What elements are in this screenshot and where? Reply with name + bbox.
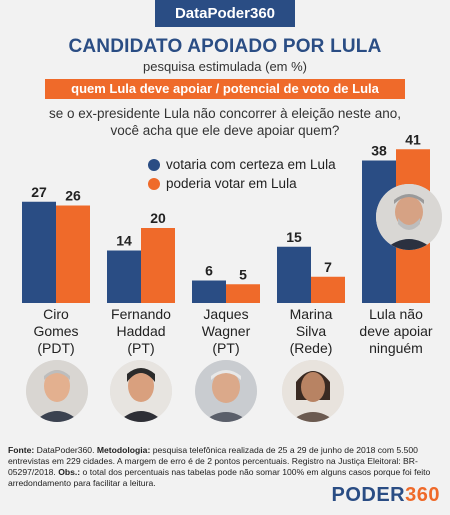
category-label-1: Ciro Gomes (PDT): [11, 306, 101, 357]
source-label: Fonte:: [8, 445, 35, 455]
logo-part-1: PODER: [331, 484, 406, 506]
bar-1-3: [192, 280, 226, 303]
category-label-5: Lula não deve apoiar ninguém: [351, 306, 441, 357]
category-label-4: Marina Silva (Rede): [266, 306, 356, 357]
value-label-2-1: 26: [65, 188, 81, 204]
category-label-3: Jaques Wagner (PT): [181, 306, 271, 357]
value-label-2-5: 41: [405, 131, 421, 147]
obs-label: Obs.:: [58, 467, 81, 477]
photo-ciro-gomes: [26, 360, 88, 422]
obs-text: o total dos percentuais nas tabelas pode…: [8, 467, 431, 488]
category-label-2-line-1: Fernando: [111, 306, 171, 322]
legend-label-series1: votaria com certeza em Lula: [166, 157, 336, 172]
photo-lula: [376, 184, 442, 250]
category-label-1-line-1: Ciro: [43, 306, 69, 322]
bar-2-1: [56, 205, 90, 303]
poder360-logo: PODER360: [332, 484, 441, 507]
category-label-4-line-3: (Rede): [289, 340, 333, 356]
category-label-1-line-3: (PDT): [37, 340, 75, 356]
value-label-1-3: 6: [205, 263, 213, 279]
value-label-2-3: 5: [239, 266, 247, 282]
method-label: Metodologia:: [96, 445, 151, 455]
bar-1-4: [277, 246, 311, 303]
category-label-1-line-2: Gomes: [33, 323, 79, 339]
chart-subtitle: pesquisa estimulada (em %): [142, 59, 308, 74]
category-label-5-line-1: Lula não: [369, 306, 423, 322]
method-text: pesquisa telefônica realizada de 25 a 29…: [8, 445, 418, 477]
portrait-icon: [26, 360, 88, 422]
category-label-3-line-3: (PT): [212, 340, 240, 356]
footnote: Fonte: DataPoder360. Metodologia: pesqui…: [8, 445, 440, 489]
bar-1-2: [107, 250, 141, 303]
bar-1-1: [22, 201, 56, 303]
chart-title: CANDIDATO APOIADO POR LULA: [68, 36, 382, 57]
category-label-4-line-1: Marina: [289, 306, 333, 322]
legend-swatch-series2: [148, 177, 160, 190]
legend-item-series2: poderia votar em Lula: [148, 174, 336, 193]
category-label-2: Fernando Haddad (PT): [96, 306, 186, 357]
bar-2-2: [141, 228, 175, 303]
value-label-1-1: 27: [31, 184, 47, 200]
bar-2-3: [226, 284, 260, 303]
photo-fernando-haddad: [110, 360, 172, 422]
legend-swatch-series1: [148, 158, 160, 171]
brand-tab: DataPoder360: [155, 0, 295, 27]
legend-label-series2: poderia votar em Lula: [166, 176, 297, 191]
portrait-icon: [376, 184, 442, 250]
category-label-3-line-2: Wagner: [201, 323, 251, 339]
category-label-4-line-2: Silva: [295, 323, 327, 339]
source-text: DataPoder360.: [36, 445, 95, 455]
value-label-1-4: 15: [286, 229, 302, 245]
value-label-2-4: 7: [324, 259, 332, 275]
category-label-3-line-1: Jaques: [203, 306, 249, 322]
category-label-2-line-2: Haddad: [116, 323, 166, 339]
portrait-icon: [110, 360, 172, 422]
question-line-2: você acha que ele deve apoiar quem?: [110, 123, 340, 138]
category-label-2-line-3: (PT): [127, 340, 155, 356]
portrait-icon: [282, 360, 344, 422]
bar-2-4: [311, 276, 345, 303]
legend: votaria com certeza em Lula poderia vota…: [148, 155, 336, 193]
category-label-5-line-3: ninguém: [369, 340, 423, 356]
question-line-1: se o ex-presidente Lula não concorrer à …: [49, 106, 401, 121]
photo-jaques-wagner: [195, 360, 257, 422]
value-label-2-2: 20: [150, 210, 166, 226]
category-label-5-line-2: deve apoiar: [359, 323, 433, 339]
value-label-1-2: 14: [116, 233, 132, 249]
survey-question: se o ex-presidente Lula não concorrer à …: [0, 105, 450, 139]
value-label-1-5: 38: [371, 143, 387, 159]
logo-part-2: 360: [405, 484, 440, 506]
legend-item-series1: votaria com certeza em Lula: [148, 155, 336, 174]
photo-marina-silva: [282, 360, 344, 422]
portrait-icon: [195, 360, 257, 422]
section-banner: quem Lula deve apoiar / potencial de vot…: [45, 79, 405, 99]
